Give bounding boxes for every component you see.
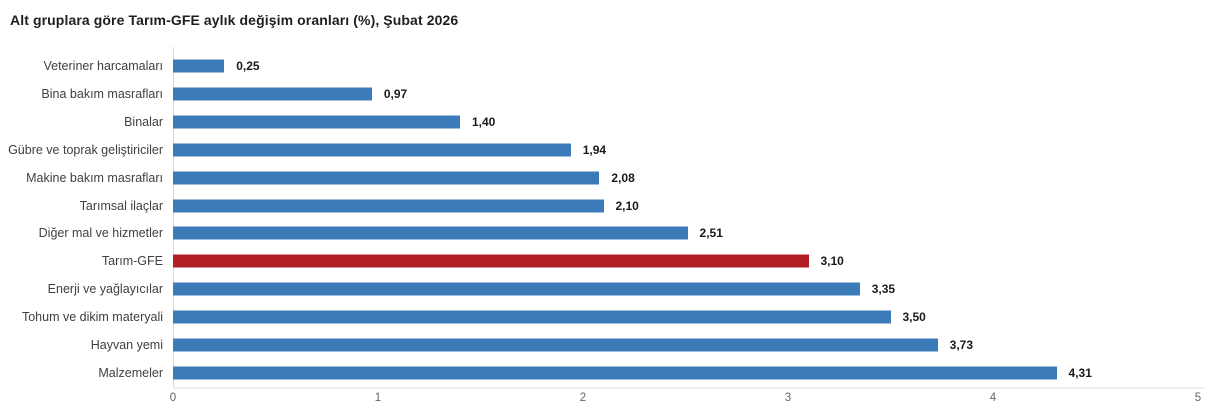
chart-row: Tarım-GFE 3,10 <box>0 247 1213 275</box>
category-label: Gübre ve toprak geliştiriciler <box>8 142 163 157</box>
value-label: 0,97 <box>383 86 408 101</box>
x-axis-tick: 0 <box>169 392 177 404</box>
chart-row: Enerji ve yağlayıcılar 3,35 <box>0 275 1213 303</box>
category-label: Tarım-GFE <box>101 254 163 269</box>
bar <box>173 282 860 296</box>
chart-row: Diğer mal ve hizmetler 2,51 <box>0 220 1213 248</box>
bar-track: 3,50 <box>173 303 1198 331</box>
value-label: 3,50 <box>902 310 926 325</box>
chart-row: Veteriner harcamaları 0,25 <box>0 52 1213 80</box>
value-label: 3,10 <box>820 254 844 269</box>
bar-track: 1,40 <box>173 108 1198 136</box>
bar <box>173 171 600 185</box>
plot-area: Veteriner harcamaları 0,25 Bina bakım masr… <box>0 47 1213 389</box>
bar <box>173 226 688 240</box>
bar <box>173 310 891 324</box>
category-label: Bina bakım masrafları <box>41 86 163 101</box>
x-axis-tick: 3 <box>784 392 792 404</box>
bar-track: 4,31 <box>173 359 1198 387</box>
bar-track: 2,51 <box>173 220 1198 248</box>
value-label: 2,51 <box>699 226 723 241</box>
bar <box>173 59 225 73</box>
chart-row: Tarımsal ilaçlar 2,10 <box>0 192 1213 220</box>
bar-track: 2,10 <box>173 192 1198 220</box>
category-label: Veteriner harcamaları <box>43 58 163 73</box>
bar-track: 3,10 <box>173 247 1198 275</box>
bar <box>173 143 571 157</box>
value-label: 3,35 <box>871 282 896 297</box>
bar <box>173 199 604 213</box>
chart-row: Binalar 1,40 <box>0 108 1213 136</box>
category-label: Enerji ve yağlayıcılar <box>47 282 163 297</box>
highlight-bar <box>173 254 809 268</box>
bar-track: 3,73 <box>173 331 1198 359</box>
chart-row: Tohum ve dikim materyali 3,50 <box>0 303 1213 331</box>
bar-track: 0,25 <box>173 52 1198 80</box>
bar-track: 1,94 <box>173 136 1198 164</box>
bar <box>173 366 1057 380</box>
x-axis-tick: 1 <box>374 392 382 404</box>
bar-track: 0,97 <box>173 80 1198 108</box>
value-label: 4,31 <box>1068 366 1092 381</box>
value-label: 2,08 <box>611 170 635 185</box>
x-axis: 0 1 2 3 4 5 <box>169 392 1202 408</box>
x-axis-line <box>173 387 1205 389</box>
chart-title: Alt gruplara göre Tarım-GFE aylık değişi… <box>10 12 459 28</box>
category-label: Diğer mal ve hizmetler <box>38 226 163 241</box>
category-label: Tarımsal ilaçlar <box>79 198 163 213</box>
category-label: Tohum ve dikim materyali <box>21 310 163 325</box>
category-label: Hayvan yemi <box>90 338 163 353</box>
chart-row: Bina bakım masrafları 0,97 <box>0 80 1213 108</box>
category-label: Binalar <box>124 114 163 129</box>
x-axis-tick: 2 <box>579 392 587 404</box>
y-axis-line <box>173 47 174 387</box>
bar-track: 2,08 <box>173 164 1198 192</box>
category-label: Malzemeler <box>98 366 163 381</box>
bar-rows: Veteriner harcamaları 0,25 Bina bakım masr… <box>0 52 1213 387</box>
chart-row: Malzemeler 4,31 <box>0 359 1213 387</box>
chart-row: Makine bakım masrafları 2,08 <box>0 164 1213 192</box>
value-label: 3,73 <box>949 338 973 353</box>
chart-row: Hayvan yemi 3,73 <box>0 331 1213 359</box>
bar-track: 3,35 <box>173 275 1198 303</box>
bar <box>173 338 938 352</box>
category-label: Makine bakım masrafları <box>26 170 163 185</box>
value-label: 1,40 <box>472 114 496 129</box>
x-axis-tick: 4 <box>989 392 997 404</box>
x-axis-tick: 5 <box>1194 392 1202 404</box>
value-label: 0,25 <box>236 58 260 73</box>
value-label: 1,94 <box>582 142 607 157</box>
bar <box>173 115 460 129</box>
value-label: 2,10 <box>615 198 639 213</box>
chart-row: Gübre ve toprak geliştiriciler 1,94 <box>0 136 1213 164</box>
bar <box>173 87 372 101</box>
